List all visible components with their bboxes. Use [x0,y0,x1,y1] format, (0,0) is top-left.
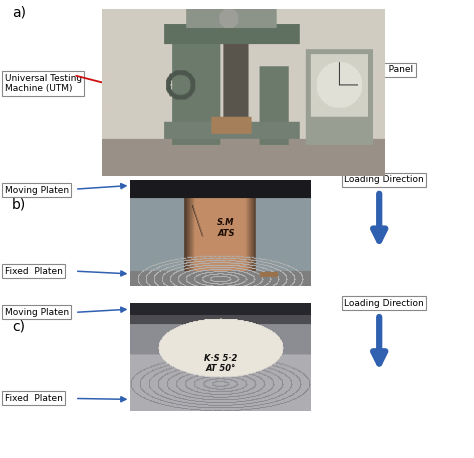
Text: Moving Platen: Moving Platen [5,308,69,317]
Text: b): b) [12,197,26,212]
Text: Universal Testing
Machine (UTM): Universal Testing Machine (UTM) [5,74,82,93]
Text: Loading Direction: Loading Direction [344,299,424,308]
Text: Control Panel: Control Panel [353,65,413,74]
Text: K·S 5·2
AT 50°: K·S 5·2 AT 50° [204,354,237,373]
Text: Fixed  Platen: Fixed Platen [5,267,63,276]
Text: Moving Platen: Moving Platen [5,185,69,195]
Text: Loading Direction: Loading Direction [344,175,424,185]
Text: c): c) [12,320,25,334]
Text: Fixed  Platen: Fixed Platen [5,394,63,403]
Text: a): a) [12,6,26,20]
Text: S.M
ATS: S.M ATS [217,218,235,238]
